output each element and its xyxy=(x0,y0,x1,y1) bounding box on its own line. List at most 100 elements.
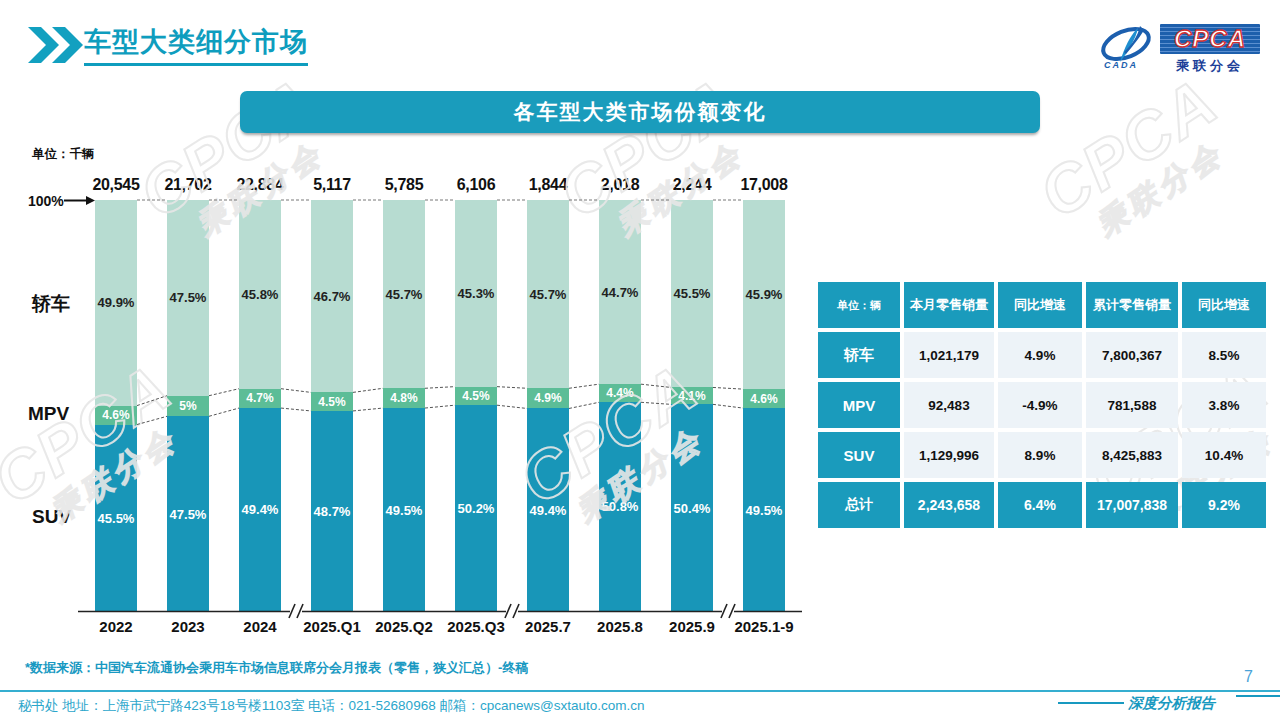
segment-value-label: 46.7% xyxy=(314,289,351,304)
bar-2023: 47.5% 5% 47.5% xyxy=(167,200,209,612)
segment-MPV: 4.6% xyxy=(95,406,137,425)
series-label-MPV: MPV xyxy=(28,403,69,425)
segment-MPV: 4.8% xyxy=(383,388,425,408)
x-axis-label: 2025.7 xyxy=(510,618,586,635)
segment-MPV: 4.9% xyxy=(527,388,569,408)
segment-value-label: 44.7% xyxy=(602,285,639,300)
table-header-cell: 同比增速 xyxy=(1182,282,1266,328)
segment-value-label: 48.7% xyxy=(314,504,351,519)
cpca-watermark: CPCA乘联分会 xyxy=(1028,67,1246,257)
segment-轿车: 46.7% xyxy=(311,200,353,392)
segment-value-label: 47.5% xyxy=(170,507,207,522)
series-label-轿车: 轿车 xyxy=(32,291,70,317)
segment-MPV: 4.5% xyxy=(311,392,353,411)
segment-value-label: 4.6% xyxy=(750,392,777,406)
table-cell: 4.9% xyxy=(998,332,1082,378)
segment-value-label: 49.9% xyxy=(98,295,135,310)
table-header-cell: 同比增速 xyxy=(998,282,1082,328)
report-label-line-left xyxy=(1058,702,1124,704)
bar-2025.1-9: 45.9% 4.6% 49.5% xyxy=(743,200,785,612)
segment-MPV: 5% xyxy=(167,396,209,417)
bar-2024: 45.8%4.7%49.4% xyxy=(239,200,281,612)
x-axis-label: 2025.Q1 xyxy=(294,618,370,635)
segment-value-label: 45.9% xyxy=(746,287,783,302)
bar-2025.Q3: 45.3% 4.5% 50.2% xyxy=(455,200,497,612)
segment-SUV: 49.5% xyxy=(383,408,425,612)
segment-value-label: 49.5% xyxy=(746,503,783,518)
segment-value-label: 45.5% xyxy=(674,286,711,301)
table-cell: 781,588 xyxy=(1086,382,1178,428)
table-cell: 92,483 xyxy=(904,382,994,428)
segment-value-label: 47.5% xyxy=(170,290,207,305)
segment-value-label: 50.8% xyxy=(602,499,639,514)
x-axis-label: 2025.9 xyxy=(654,618,730,635)
table-cell: 8.9% xyxy=(998,432,1082,478)
segment-轿车: 45.5% xyxy=(671,200,713,387)
segment-轿车: 44.7% xyxy=(599,200,641,384)
bar-total-label: 1,844 xyxy=(510,176,586,194)
segment-轿车: 45.9% xyxy=(743,200,785,389)
segment-SUV: 50.4% xyxy=(671,404,713,612)
table-header-cell: 累计零售销量 xyxy=(1086,282,1178,328)
table-cell: 8,425,883 xyxy=(1086,432,1178,478)
segment-value-label: 49.4% xyxy=(530,503,567,518)
bar-2025.7: 45.7% 4.9% 49.4% xyxy=(527,200,569,612)
table-row-label: 轿车 xyxy=(818,332,900,378)
cpca-logo: CADA CPCA 乘联分会 xyxy=(1098,20,1266,78)
x-axis-label: 2022 xyxy=(78,618,154,635)
table-cell: 1,021,179 xyxy=(904,332,994,378)
cpca-subtitle: 乘联分会 xyxy=(1160,57,1260,75)
bar-2025.Q2: 45.7% 4.8% 49.5% xyxy=(383,200,425,612)
segment-MPV: 4.6% xyxy=(743,389,785,408)
bar-2025.9: 45.5% 4.1%50.4% xyxy=(671,200,713,612)
cada-text: CADA xyxy=(1104,60,1138,70)
segment-轿车: 45.3% xyxy=(455,200,497,387)
segment-轿车: 49.9% xyxy=(95,200,137,406)
segment-MPV: 4.5% xyxy=(455,387,497,406)
bar-total-label: 6,106 xyxy=(438,176,514,194)
segment-SUV: 49.5% xyxy=(743,408,785,612)
segment-value-label: 4.9% xyxy=(534,391,561,405)
table-header-cell: 单位：辆 xyxy=(818,282,900,328)
segment-SUV: 50.2% xyxy=(455,405,497,612)
unit-label: 单位：千辆 xyxy=(32,146,95,163)
data-source-note: *数据来源：中国汽车流通协会乘用车市场信息联席分会月报表（零售，狭义汇总）-终稿 xyxy=(25,659,528,677)
segment-轿车: 45.7% xyxy=(527,200,569,388)
chart-title-banner: 各车型大类市场份额变化 xyxy=(240,91,1040,133)
table-total-cell: 9.2% xyxy=(1182,482,1266,528)
table-cell: 8.5% xyxy=(1182,332,1266,378)
cpca-wordmark: CPCA xyxy=(1160,24,1260,54)
report-label: 深度分析报告 xyxy=(1128,694,1215,713)
title-chevron-icon xyxy=(28,27,84,63)
segment-value-label: 4.4% xyxy=(606,386,633,400)
bar-total-label: 21,702 xyxy=(150,176,226,194)
table-header-cell: 本月零售销量 xyxy=(904,282,994,328)
bar-2022: 49.9% 4.6% 45.5% xyxy=(95,200,137,612)
segment-轿车: 45.8% xyxy=(239,200,281,389)
table-row-label: MPV xyxy=(818,382,900,428)
table-total-label: 总计 xyxy=(818,482,900,528)
bar-2025.Q1: 46.7% 4.5% 48.7% xyxy=(311,200,353,612)
segment-SUV: 49.4% xyxy=(239,408,281,612)
bar-total-label: 20,545 xyxy=(78,176,154,194)
segment-SUV: 50.8% xyxy=(599,402,641,611)
page-title: 车型大类细分市场 xyxy=(84,24,308,66)
segment-value-label: 5% xyxy=(179,399,196,413)
segment-value-label: 45.7% xyxy=(386,287,423,302)
bar-2025.8: 44.7% 4.4% 50.8% xyxy=(599,200,641,612)
table-row-label: SUV xyxy=(818,432,900,478)
bar-total-label: 22,884 xyxy=(222,176,298,194)
segment-MPV: 4.7% xyxy=(239,389,281,408)
segment-SUV: 47.5% xyxy=(167,416,209,612)
segment-value-label: 4.5% xyxy=(462,389,489,403)
page-number: 7 xyxy=(1244,668,1253,686)
segment-value-label: 4.5% xyxy=(318,395,345,409)
x-axis-label: 2025.Q3 xyxy=(438,618,514,635)
segment-value-label: 49.5% xyxy=(386,503,423,518)
table-cell: 1,129,996 xyxy=(904,432,994,478)
footer-divider xyxy=(0,690,1280,692)
segment-轿车: 45.7% xyxy=(383,200,425,388)
segment-value-label: 45.5% xyxy=(98,511,135,526)
segment-MPV: 4.4% xyxy=(599,384,641,402)
segment-MPV: 4.1% xyxy=(671,387,713,404)
